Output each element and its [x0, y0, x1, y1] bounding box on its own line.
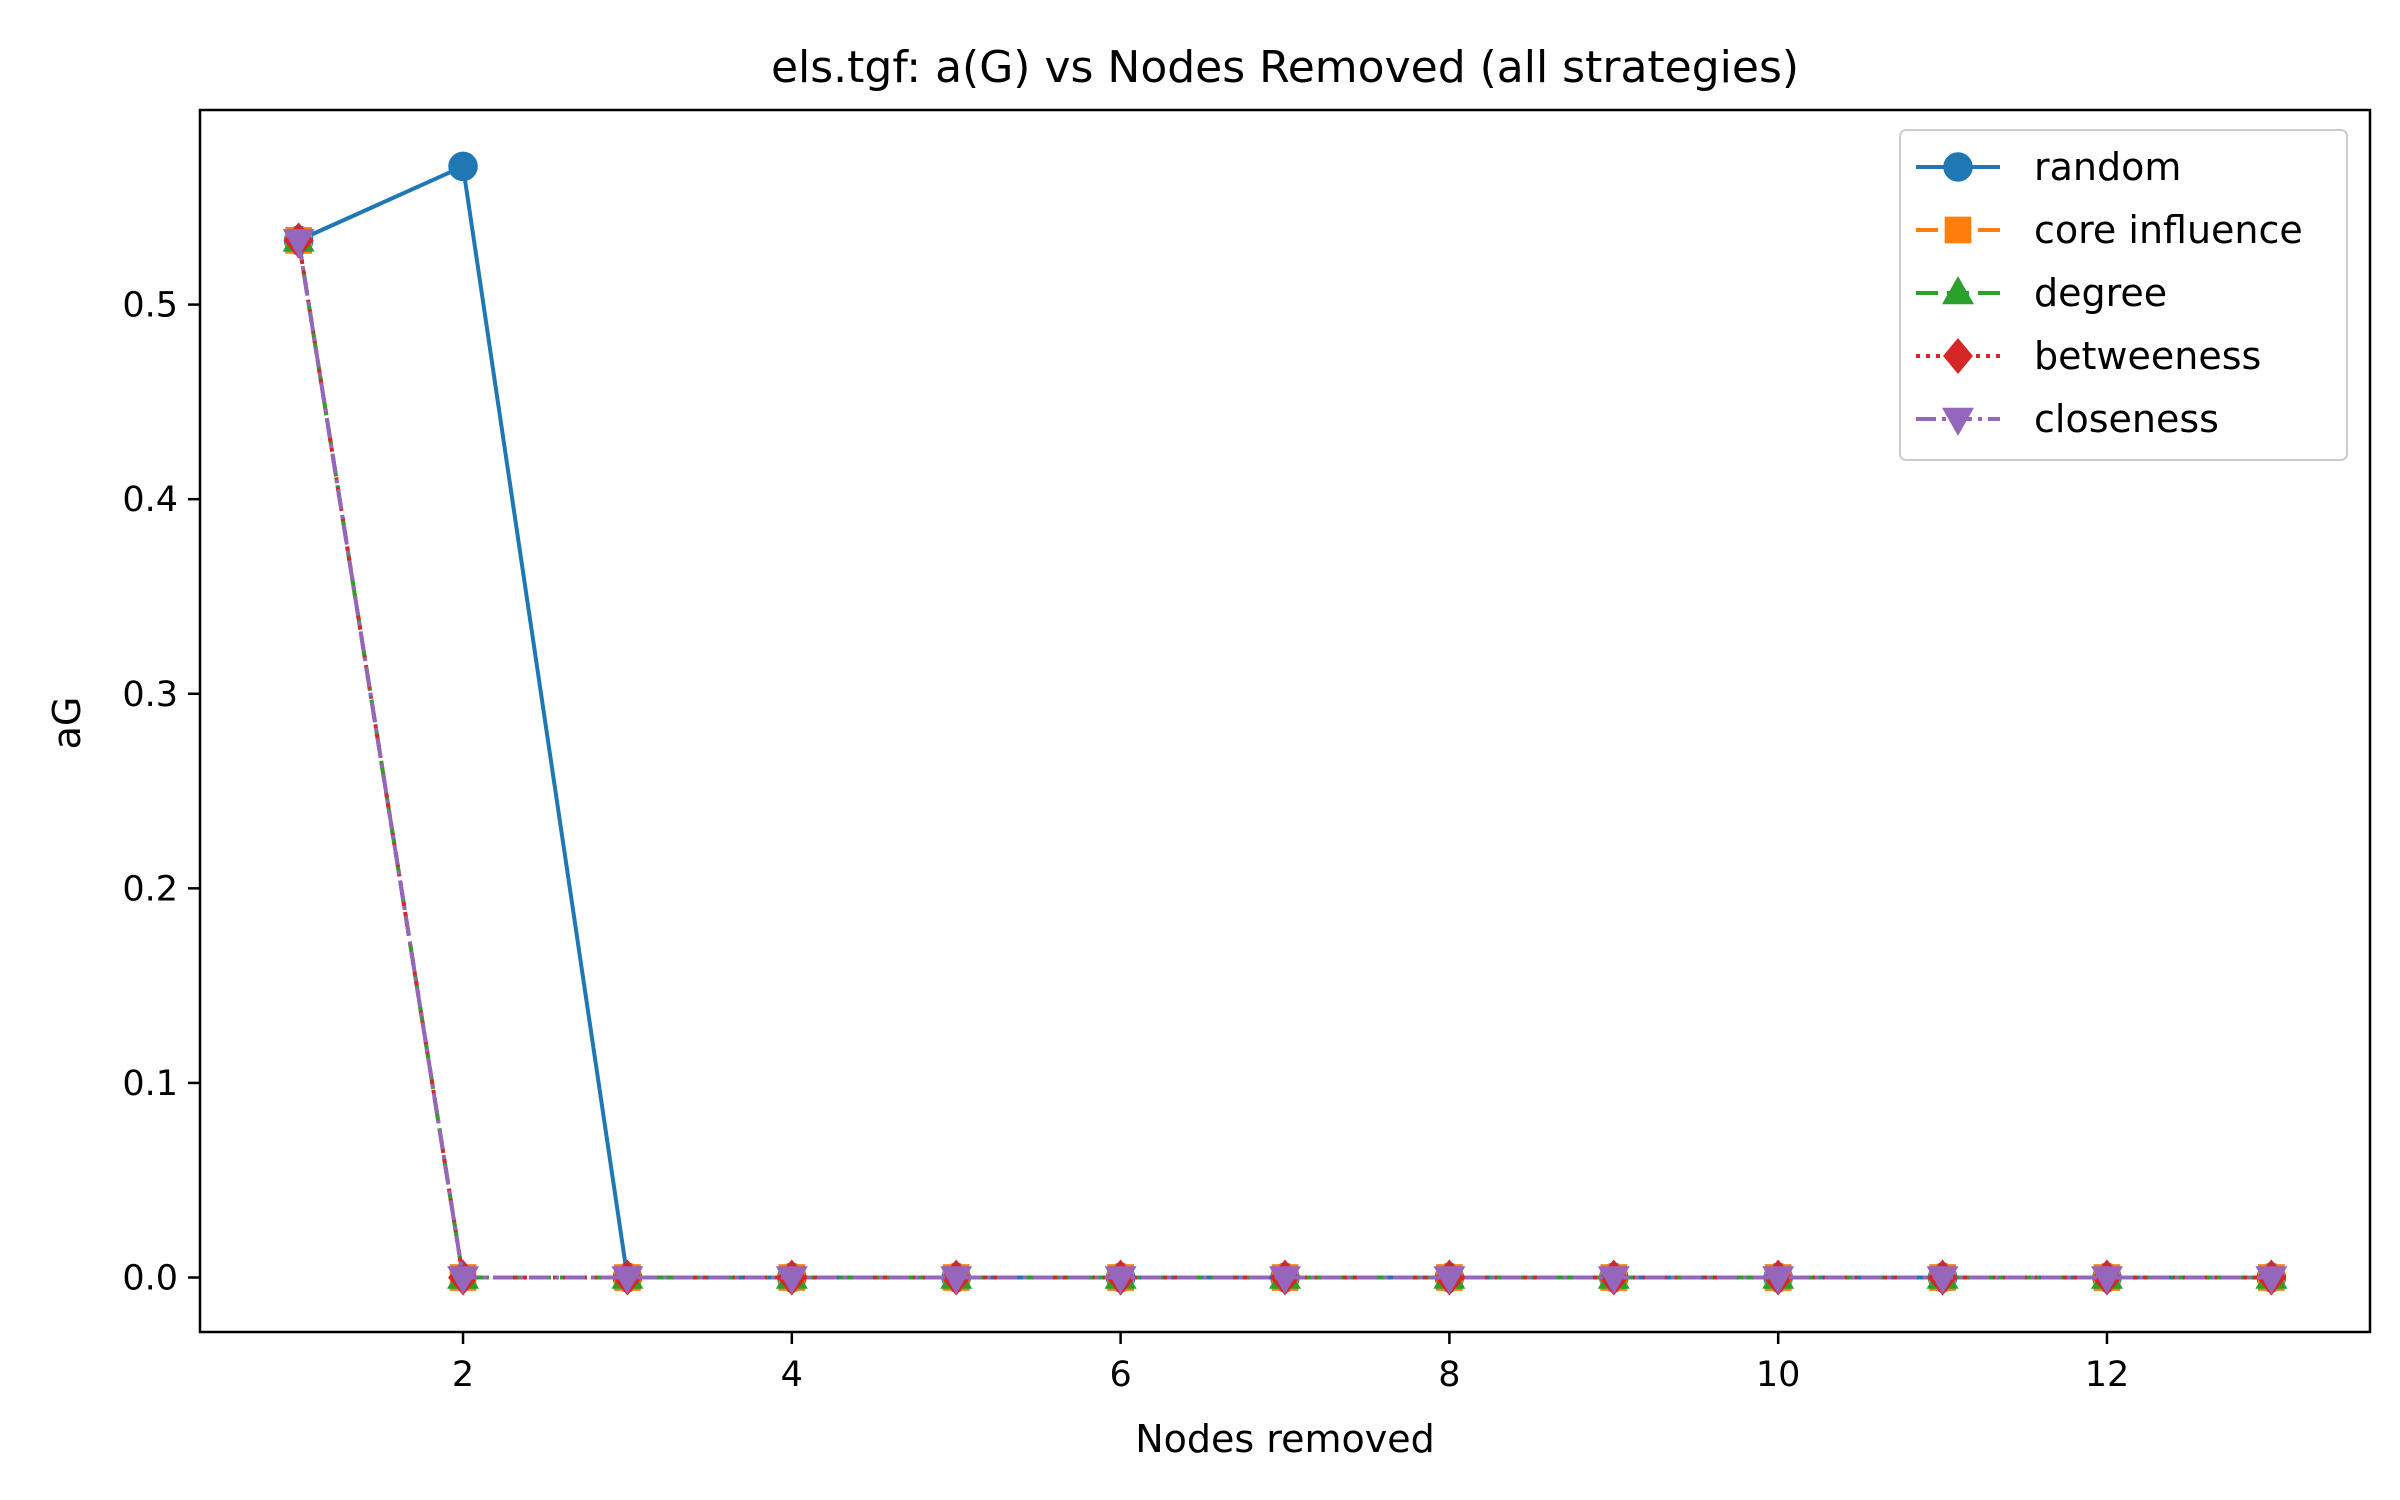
- legend-item: degree: [1916, 271, 2167, 315]
- x-tick-label: 6: [1109, 1355, 1131, 1395]
- x-tick-label: 12: [2085, 1355, 2130, 1395]
- legend-item: betweeness: [1916, 334, 2261, 378]
- y-tick-label: 0.5: [122, 286, 178, 326]
- data-point: [940, 1266, 973, 1295]
- legend: random core influence degree betweeness clos…: [1899, 129, 2348, 461]
- y-tick-label: 0.4: [122, 480, 178, 520]
- x-tick-label: 4: [781, 1355, 803, 1395]
- plot-frame: [198, 108, 2372, 1334]
- data-point: [282, 229, 315, 258]
- legend-label: degree: [2034, 271, 2167, 315]
- y-tick-label: 0.0: [122, 1259, 178, 1299]
- y-tick-label: 0.2: [122, 869, 178, 909]
- legend-label: core influence: [2034, 208, 2303, 252]
- data-point: [2255, 1266, 2288, 1295]
- data-point: [1597, 1266, 1630, 1295]
- legend-item: closeness: [1916, 397, 2219, 441]
- x-tick-label: 10: [1756, 1355, 1801, 1395]
- data-point: [447, 1266, 480, 1295]
- data-point: [1269, 1266, 1301, 1295]
- data-point: [1762, 1266, 1795, 1295]
- legend-label: closeness: [2034, 397, 2219, 441]
- legend-item: random: [1916, 145, 2181, 189]
- legend-label: random: [2034, 145, 2181, 189]
- ticks-layer: 2 4 6 8 10 12 0.0 0.1 0.2 0.3 0.4 0.5: [122, 286, 2129, 1395]
- data-point: [448, 151, 478, 182]
- x-tick-label: 2: [452, 1355, 474, 1395]
- data-point: [1104, 1266, 1137, 1295]
- series-closeness: [282, 229, 2288, 1295]
- x-axis-label: Nodes removed: [1135, 1417, 1434, 1461]
- data-point: [2090, 1266, 2123, 1295]
- data-point: [611, 1266, 644, 1295]
- data-point: [775, 1266, 808, 1295]
- data-point: [1926, 1266, 1959, 1295]
- y-tick-label: 0.1: [122, 1064, 178, 1104]
- legend-marker: [1944, 216, 1972, 244]
- legend-marker: [1943, 338, 1973, 374]
- legend-item: core influence: [1916, 208, 2303, 252]
- y-axis-label: aG: [45, 697, 89, 750]
- chart-title: els.tgf: a(G) vs Nodes Removed (all stra…: [771, 42, 1799, 93]
- legend-marker: [1942, 407, 1974, 436]
- legend-box: [1899, 129, 2348, 461]
- legend-label: betweeness: [2034, 334, 2261, 378]
- x-tick-label: 8: [1438, 1355, 1460, 1395]
- legend-marker: [1943, 152, 1973, 182]
- data-point: [1433, 1266, 1466, 1295]
- y-tick-label: 0.3: [122, 675, 178, 715]
- legend-marker: [1942, 276, 1974, 305]
- series-layer: [282, 151, 2288, 1296]
